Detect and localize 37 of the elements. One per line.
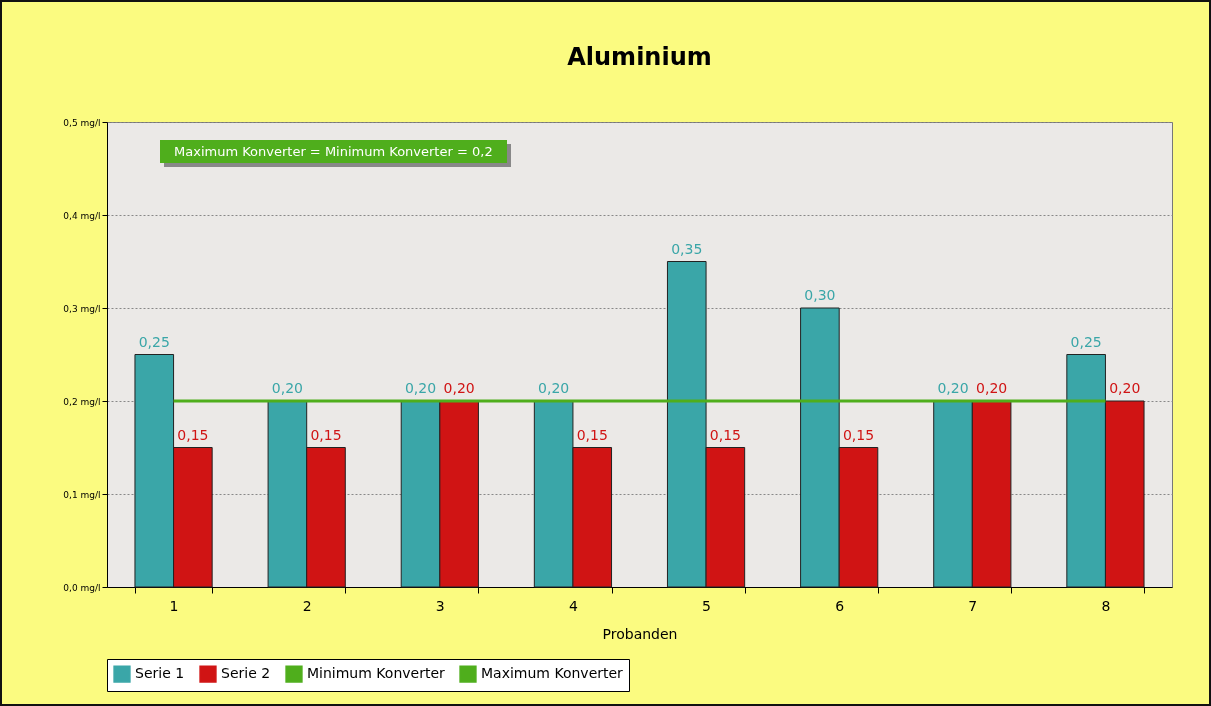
legend-label: Minimum Konverter [307, 665, 446, 682]
data-label: 0,30 [804, 287, 836, 303]
x-tick-label: 6 [835, 597, 845, 614]
data-label: 0,15 [709, 426, 741, 443]
x-tick-label: 4 [568, 597, 578, 614]
x-axis-title: Probanden [602, 625, 678, 642]
x-tick-label: 2 [302, 597, 312, 614]
x-tick-label: 5 [702, 597, 712, 614]
data-label: 0,15 [842, 426, 875, 443]
data-label: 0,15 [310, 426, 342, 443]
data-label: 0,15 [576, 426, 608, 443]
data-label: 0,25 [1070, 333, 1102, 350]
x-tick-label: 1 [169, 597, 179, 614]
data-label: 0,20 [937, 380, 969, 396]
x-tick-label: 3 [435, 597, 445, 614]
legend-label: Maximum Konverter [481, 665, 624, 682]
y-tick-label: 0,5 mg/l [63, 117, 101, 128]
data-label: 0,35 [671, 240, 703, 257]
data-label: 0,20 [976, 380, 1008, 396]
x-tick-label: 8 [1101, 597, 1111, 614]
x-tick-label: 7 [968, 597, 978, 614]
data-label: 0,20 [1109, 380, 1141, 396]
y-tick-label: 0,3 mg/l [63, 303, 101, 314]
y-tick-label: 0,2 mg/l [63, 396, 101, 407]
legend-label: Serie 1 [135, 665, 185, 682]
y-tick-label: 0,1 mg/l [63, 489, 101, 500]
chart-title: Aluminium [567, 43, 712, 71]
annotation: Maximum Konverter = Minimum Konverter = 0,2 [160, 140, 507, 163]
data-label: 0,20 [538, 380, 570, 396]
data-label: 0,20 [271, 380, 303, 396]
y-tick-label: 0,0 mg/l [63, 582, 101, 593]
data-label: 0,25 [138, 333, 170, 350]
data-label: 0,20 [443, 380, 475, 396]
y-tick-label: 0,4 mg/l [63, 210, 101, 221]
legend-label: Serie 2 [221, 665, 271, 682]
data-label: 0,20 [404, 380, 437, 396]
data-label: 0,15 [177, 426, 209, 443]
